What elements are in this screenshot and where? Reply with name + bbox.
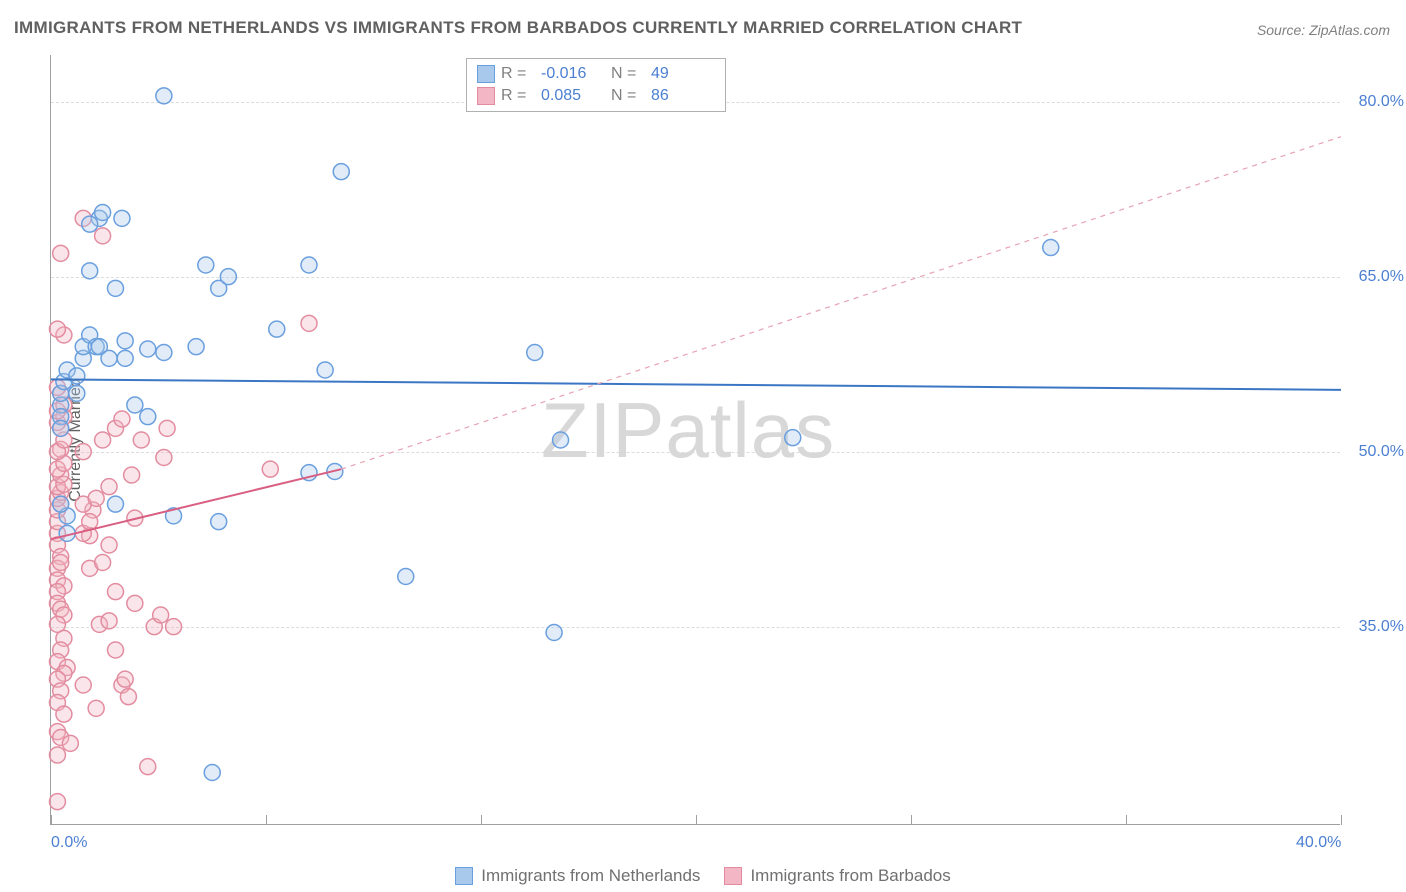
legend-label: Immigrants from Barbados: [750, 866, 950, 886]
r-value: 0.085: [541, 87, 605, 105]
chart-svg: [51, 55, 1340, 824]
series-legend: Immigrants from Netherlands Immigrants f…: [0, 866, 1406, 886]
legend-swatch-icon: [724, 867, 742, 885]
n-label: N =: [611, 87, 645, 105]
xtick-label: 0.0%: [51, 834, 87, 852]
n-label: N =: [611, 65, 645, 83]
legend-swatch-icon: [455, 867, 473, 885]
legend-row-1: R = -0.016 N = 49: [477, 63, 715, 85]
plot-area: ZIPatlas 35.0%50.0%65.0%80.0% 0.0%40.0%: [50, 55, 1340, 825]
ytick-label: 65.0%: [1359, 268, 1404, 286]
ytick-label: 50.0%: [1359, 443, 1404, 461]
r-label: R =: [501, 65, 535, 83]
source-label: Source: ZipAtlas.com: [1257, 22, 1390, 38]
chart-title: IMMIGRANTS FROM NETHERLANDS VS IMMIGRANT…: [14, 18, 1022, 38]
correlation-legend: R = -0.016 N = 49 R = 0.085 N = 86: [466, 58, 726, 112]
legend-row-2: R = 0.085 N = 86: [477, 85, 715, 107]
xtick-label: 40.0%: [1296, 834, 1341, 852]
legend-swatch-barbados: [477, 87, 495, 105]
legend-swatch-netherlands: [477, 65, 495, 83]
n-value: 49: [651, 65, 715, 83]
n-value: 86: [651, 87, 715, 105]
r-value: -0.016: [541, 65, 605, 83]
ytick-label: 80.0%: [1359, 93, 1404, 111]
ytick-label: 35.0%: [1359, 618, 1404, 636]
r-label: R =: [501, 87, 535, 105]
legend-label: Immigrants from Netherlands: [481, 866, 700, 886]
legend-item-netherlands: Immigrants from Netherlands: [455, 866, 700, 886]
chart-container: IMMIGRANTS FROM NETHERLANDS VS IMMIGRANT…: [0, 0, 1406, 892]
legend-item-barbados: Immigrants from Barbados: [724, 866, 950, 886]
